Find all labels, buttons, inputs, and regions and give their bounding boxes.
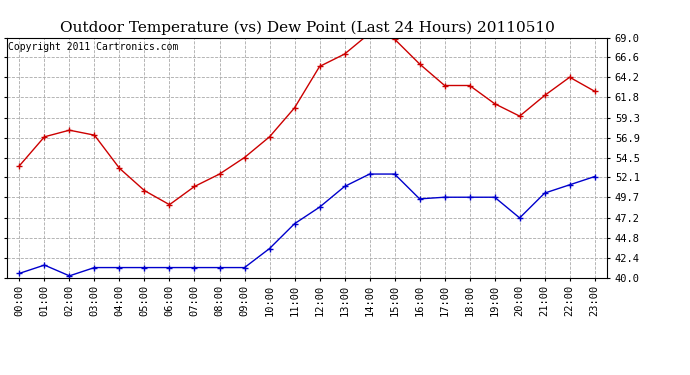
Text: Copyright 2011 Cartronics.com: Copyright 2011 Cartronics.com bbox=[8, 42, 179, 52]
Title: Outdoor Temperature (vs) Dew Point (Last 24 Hours) 20110510: Outdoor Temperature (vs) Dew Point (Last… bbox=[59, 21, 555, 35]
